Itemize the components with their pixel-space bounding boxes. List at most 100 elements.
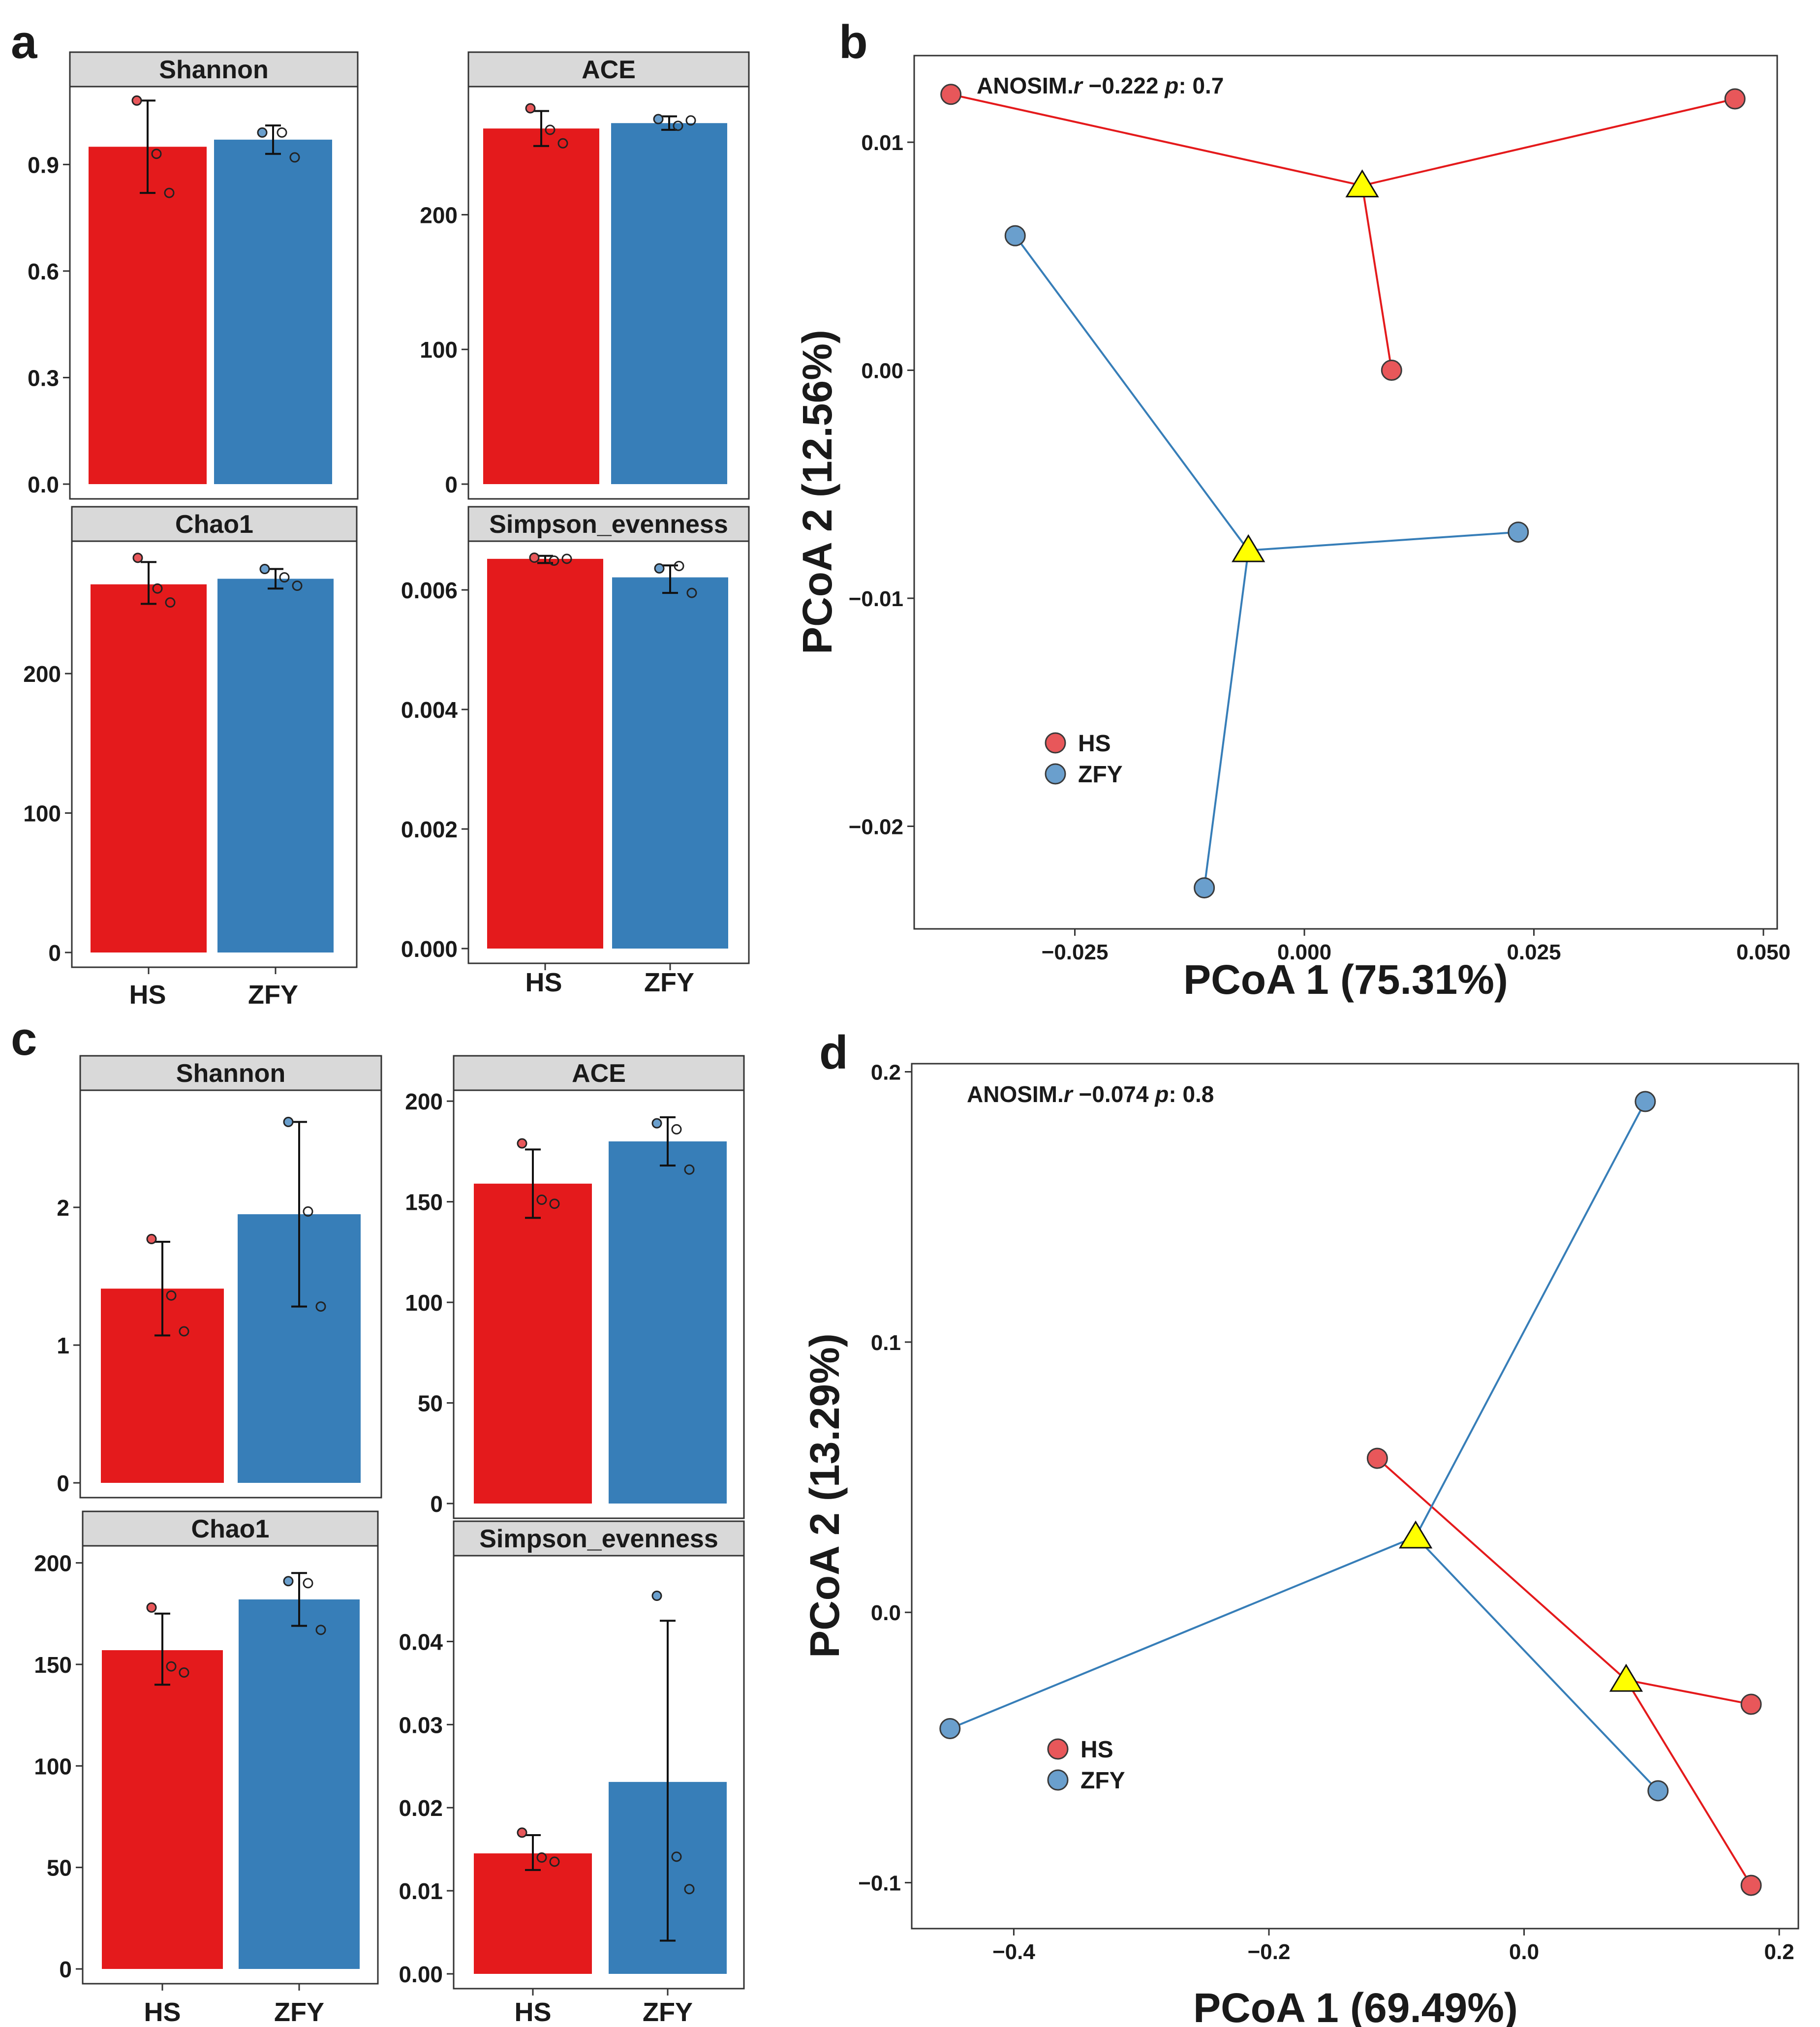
annotation-p-symbol: p <box>1164 73 1178 98</box>
sample-point-zfy <box>1635 1091 1656 1112</box>
bar-zfy <box>214 139 332 484</box>
legend-label-hs: HS <box>1078 731 1111 757</box>
data-point-hs <box>545 124 555 135</box>
y-tick-label: 200 <box>34 1551 72 1576</box>
x-tick-label: ZFY <box>274 1997 324 2027</box>
y-tick-label: 100 <box>405 1290 443 1316</box>
data-point-zfy <box>653 114 664 124</box>
data-point-zfy <box>292 581 303 591</box>
facet-title: ACE <box>582 56 636 84</box>
anosim-annotation: ANOSIM.r −0.222 p: 0.7 <box>977 73 1224 98</box>
spider-line-zfy <box>1014 235 1249 551</box>
centroid-zfy <box>1232 534 1265 562</box>
x-tick-label: −0.4 <box>992 1940 1035 1964</box>
sample-point-hs <box>1740 1693 1762 1715</box>
y-tick-label: 0 <box>445 472 458 497</box>
data-point-hs <box>557 138 568 149</box>
data-point-hs <box>529 552 540 563</box>
legend: HS ZFY <box>1045 731 1123 788</box>
data-point-zfy <box>259 564 270 575</box>
y-tick-label: 200 <box>420 202 458 228</box>
x-tick-label: HS <box>144 1997 181 2027</box>
facet-ace: ACE 0 100 200 <box>420 51 750 500</box>
spider-line-zfy <box>950 1536 1416 1730</box>
y-tick-label: 0 <box>48 940 61 966</box>
x-tick-label: −0.025 <box>1042 940 1109 964</box>
sample-point-hs <box>1366 1447 1388 1469</box>
x-tick-label: −0.2 <box>1248 1940 1291 1964</box>
bar-zfy <box>239 1599 360 1969</box>
panel-c: c Shannon 0 1 2 ACE 0 50 100 150 200 Chao1 0 50 100 150… <box>11 1013 745 2027</box>
data-point-zfy <box>303 1206 313 1217</box>
data-point-hs <box>166 1290 177 1301</box>
bar-zfy <box>217 579 334 952</box>
facet-strip <box>453 1520 745 1557</box>
x-tick-label: 0.2 <box>1764 1940 1794 1964</box>
x-tick-label: ZFY <box>644 968 694 997</box>
y-tick-label: 0.004 <box>401 697 458 723</box>
data-point-hs <box>165 597 176 608</box>
x-tick-label: 0.0 <box>1509 1940 1539 1964</box>
legend-label-zfy: ZFY <box>1078 762 1123 788</box>
x-tick-label: HS <box>514 1997 551 2027</box>
panel-d: d −0.4 −0.2 0.0 0.2 −0.1 0.0 0.1 0.2 PCoA 1 (69.4… <box>802 1026 1799 2027</box>
facet-title: Simpson_evenness <box>489 510 728 539</box>
spider-line-zfy <box>1203 550 1250 888</box>
x-tick-label: HS <box>129 980 166 1010</box>
data-point-zfy <box>289 152 300 163</box>
y-tick-label: −0.1 <box>858 1872 901 1896</box>
x-axis-title: PCoA 1 (75.31%) <box>1183 956 1508 1003</box>
centroid-hs <box>1609 1663 1643 1692</box>
x-tick-label: HS <box>525 968 562 997</box>
sample-point-hs <box>1740 1874 1762 1896</box>
panel-label: b <box>839 16 868 68</box>
y-tick-label: 100 <box>34 1753 72 1779</box>
spider-line-zfy <box>1415 1536 1659 1792</box>
facet-chao1: Chao1 0 100 200 HS ZFY <box>23 506 358 1010</box>
spider-line-hs <box>951 93 1363 187</box>
data-point-hs <box>146 1602 157 1613</box>
annotation-r-value: −0.074 <box>1073 1081 1155 1107</box>
data-point-hs <box>179 1326 189 1337</box>
annotation-p-value: : 0.7 <box>1178 73 1224 98</box>
x-tick-label: 0.025 <box>1507 940 1561 964</box>
panel-label: a <box>11 16 37 68</box>
data-point-hs <box>146 1233 157 1244</box>
data-point-hs <box>179 1667 189 1678</box>
data-point-zfy <box>651 1118 662 1129</box>
data-point-zfy <box>673 121 683 131</box>
annotation-p-symbol: p <box>1154 1081 1169 1107</box>
data-point-hs <box>517 1138 527 1149</box>
y-tick-label: 0.03 <box>399 1712 443 1738</box>
facet-shannon: Shannon 0 1 2 <box>57 1055 382 1499</box>
spider-line-zfy <box>1415 1101 1646 1537</box>
y-tick-label: 0.9 <box>28 152 59 178</box>
spider-line-hs <box>1361 185 1393 370</box>
data-point-zfy <box>686 587 697 598</box>
y-tick-label: 50 <box>47 1855 72 1881</box>
bar-hs <box>474 1853 592 1974</box>
facet-title: Chao1 <box>175 510 253 539</box>
y-axis-title: PCoA 2 (12.56%) <box>794 330 840 654</box>
y-tick-label: 0 <box>57 1471 69 1496</box>
y-tick-label: 0.0 <box>28 472 59 497</box>
bar-hs <box>474 1183 592 1504</box>
y-tick-label: 200 <box>405 1089 443 1114</box>
y-tick-label: 0.01 <box>861 131 903 155</box>
y-tick-label: 0.006 <box>401 578 458 603</box>
annotation-r-symbol: r <box>1074 73 1083 98</box>
data-point-zfy <box>303 1578 313 1589</box>
y-tick-label: 0.04 <box>399 1629 443 1655</box>
legend: HS ZFY <box>1047 1737 1125 1794</box>
y-tick-label: 150 <box>34 1652 72 1678</box>
x-tick-label: 0.050 <box>1736 940 1790 964</box>
data-point-zfy <box>684 1164 695 1175</box>
spider-line-hs <box>1625 1679 1752 1886</box>
data-point-zfy <box>654 563 665 574</box>
data-point-hs <box>166 1661 177 1672</box>
facet-title: Shannon <box>159 56 268 84</box>
data-point-zfy <box>684 1884 695 1895</box>
y-tick-label: −0.01 <box>849 587 903 611</box>
annotation-r-value: −0.222 <box>1082 73 1165 98</box>
